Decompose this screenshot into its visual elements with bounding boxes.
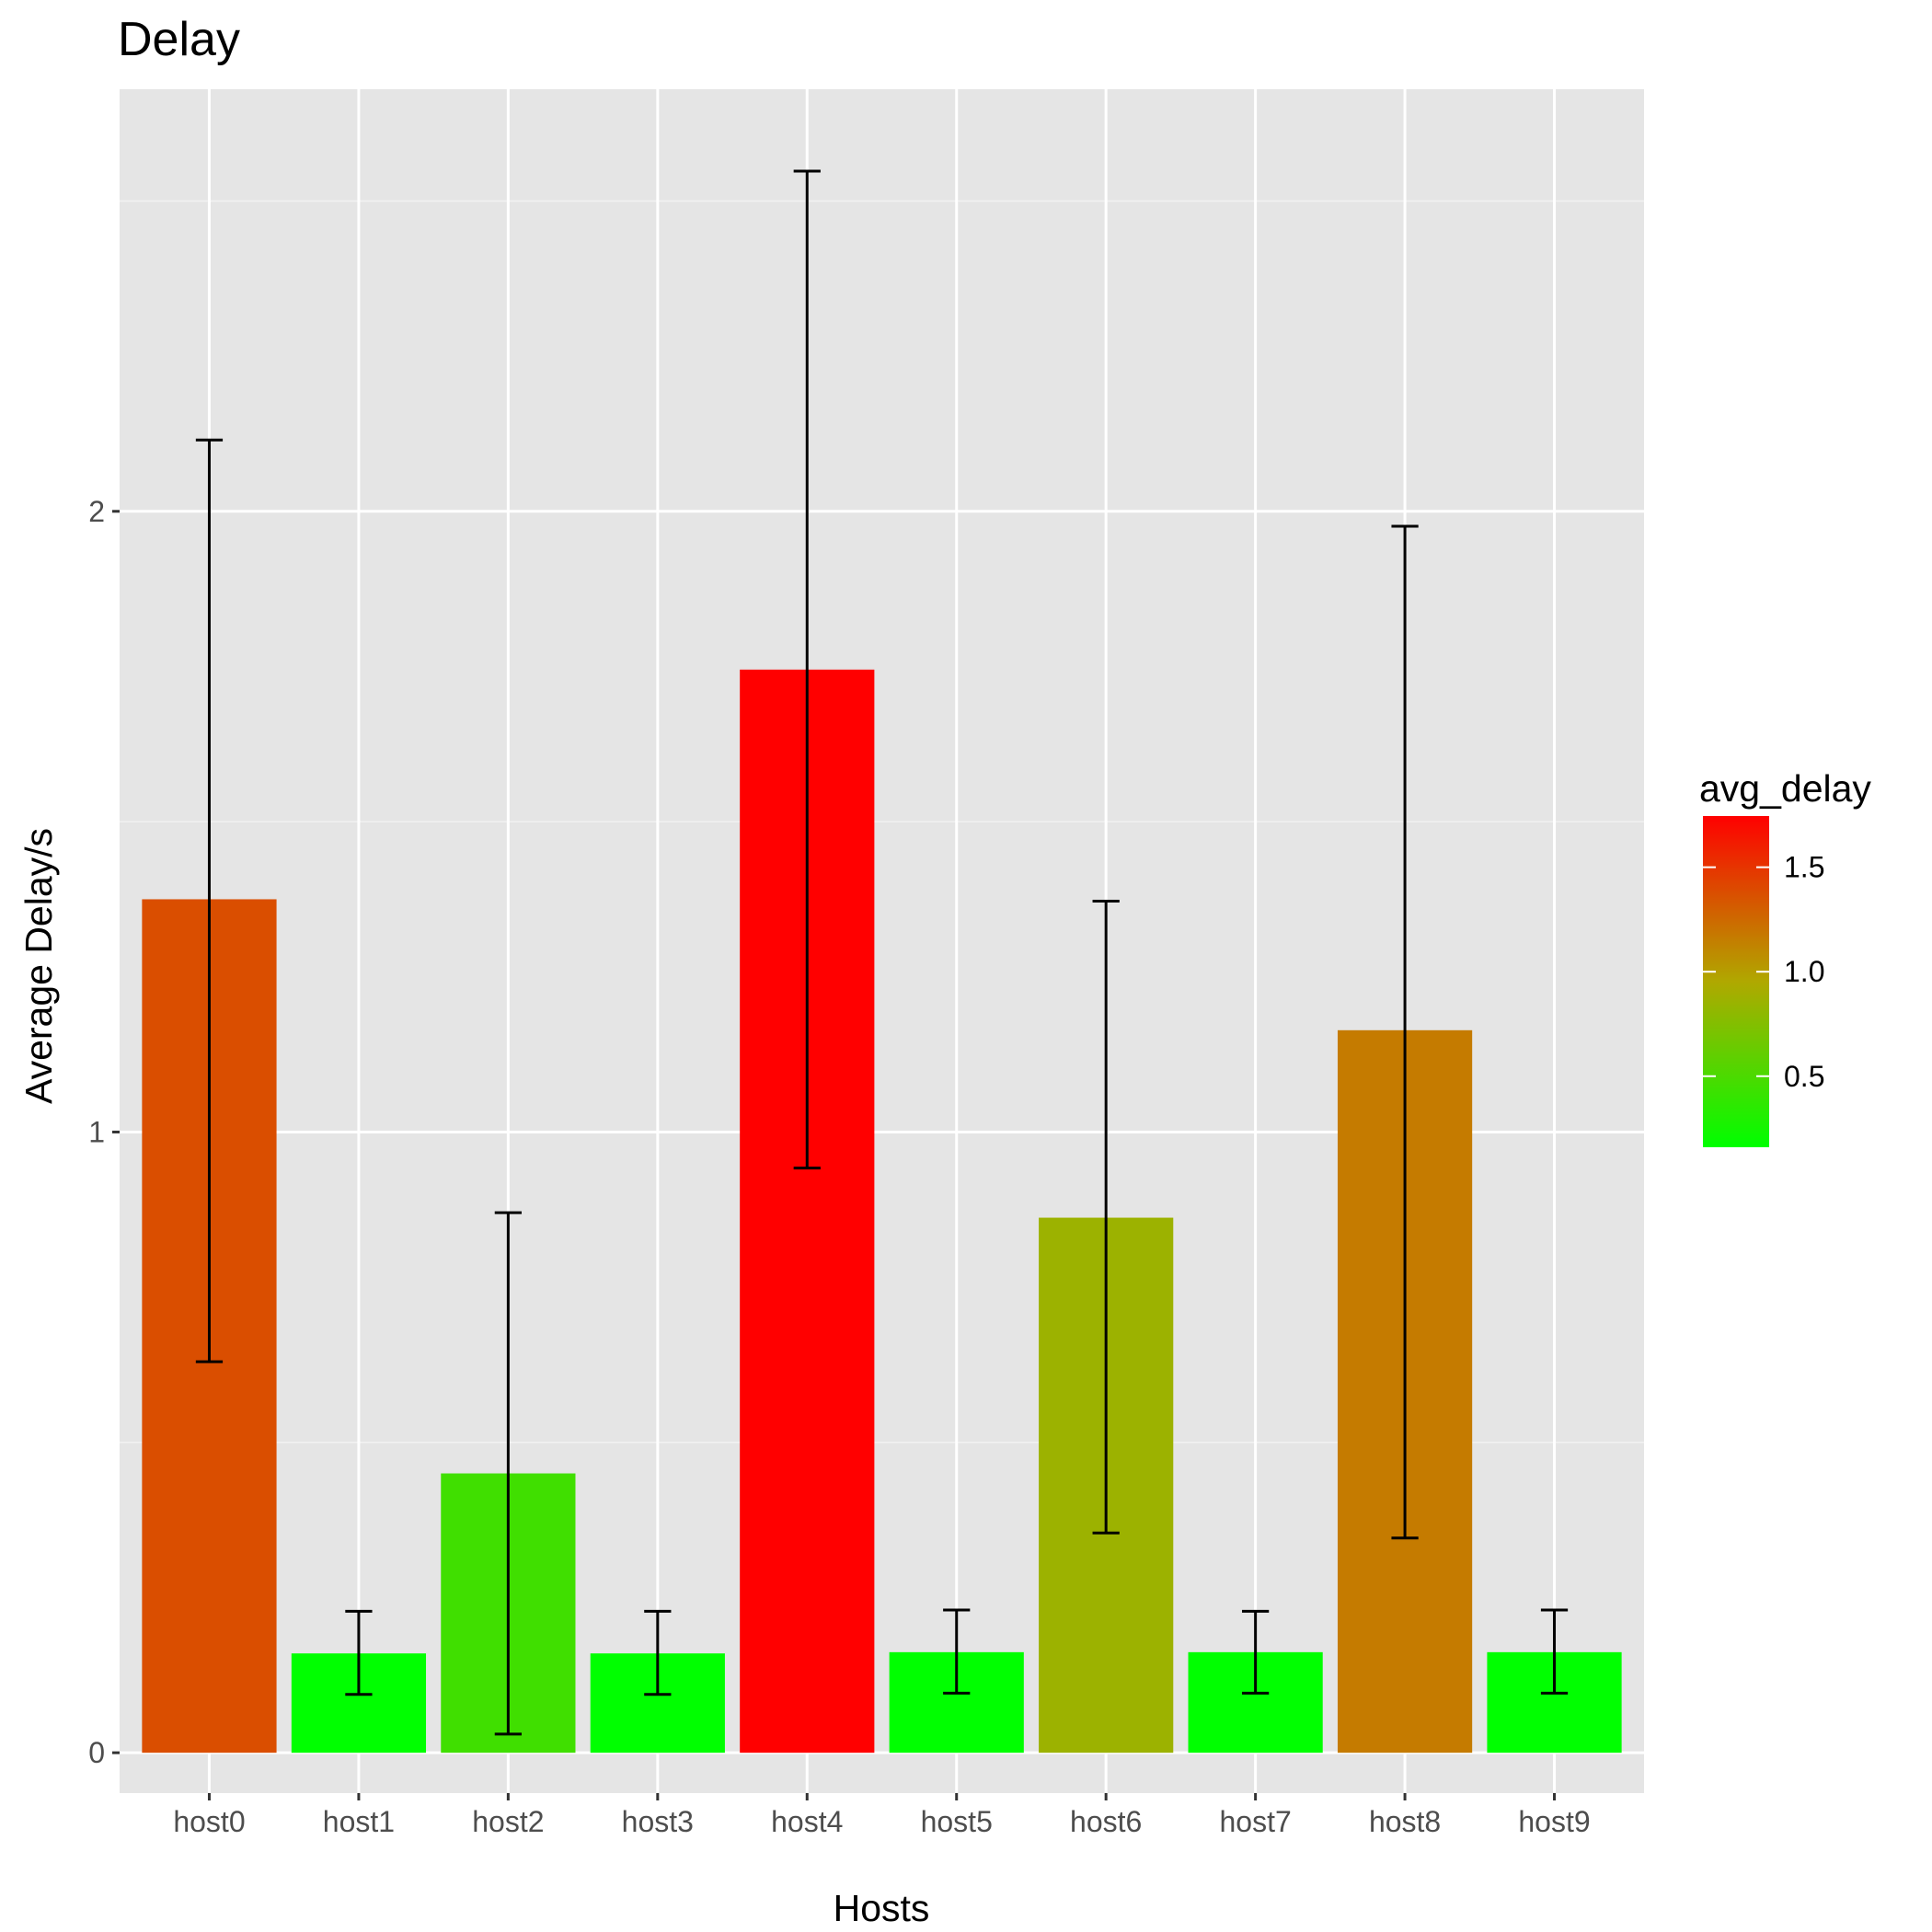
- x-tick-label: host0: [173, 1805, 245, 1838]
- x-axis: host0 host1 host2 host3 host4 host5 host6 host7…: [173, 1793, 1591, 1838]
- y-tick-label: 2: [88, 495, 105, 528]
- errorbar-host8: [1391, 524, 1419, 1540]
- x-tick-label: host8: [1369, 1805, 1441, 1838]
- chart-title: Delay: [118, 13, 240, 66]
- errorbar-host9: [1540, 1608, 1569, 1695]
- x-tick-label: host2: [472, 1805, 544, 1838]
- error-bars: [195, 169, 1569, 1736]
- errorbar-host2: [494, 1211, 522, 1736]
- y-tick-label: 1: [88, 1115, 105, 1148]
- x-tick-label: host5: [921, 1805, 993, 1838]
- errorbar-host6: [1092, 899, 1120, 1535]
- legend-tick-label: 0.5: [1784, 1060, 1824, 1093]
- errorbar-host0: [195, 438, 224, 1363]
- x-tick-label: host3: [622, 1805, 694, 1838]
- errorbar-host4: [793, 169, 821, 1170]
- y-tick-label: 0: [88, 1736, 105, 1769]
- legend-tick-label: 1.0: [1784, 955, 1824, 988]
- legend: avg_delay 0.5 1.0 1.5: [1699, 767, 1871, 1147]
- x-tick-label: host1: [323, 1805, 395, 1838]
- x-tick-label: host4: [771, 1805, 843, 1838]
- errorbar-host7: [1242, 1609, 1270, 1695]
- x-tick-label: host6: [1070, 1805, 1142, 1838]
- legend-colorbar: [1703, 816, 1769, 1147]
- legend-tick-label: 1.5: [1784, 851, 1824, 884]
- x-tick-label: host7: [1219, 1805, 1291, 1838]
- errorbar-host1: [345, 1609, 373, 1696]
- legend-title: avg_delay: [1699, 767, 1871, 810]
- errorbar-host5: [943, 1608, 971, 1695]
- y-axis-title: Average Delay/s: [17, 828, 60, 1104]
- legend-ticks: 0.5 1.0 1.5: [1703, 851, 1824, 1093]
- x-axis-title: Hosts: [834, 1887, 930, 1929]
- errorbar-host3: [644, 1609, 672, 1696]
- x-tick-label: host9: [1518, 1805, 1590, 1838]
- y-axis: 0 1 2: [88, 495, 120, 1769]
